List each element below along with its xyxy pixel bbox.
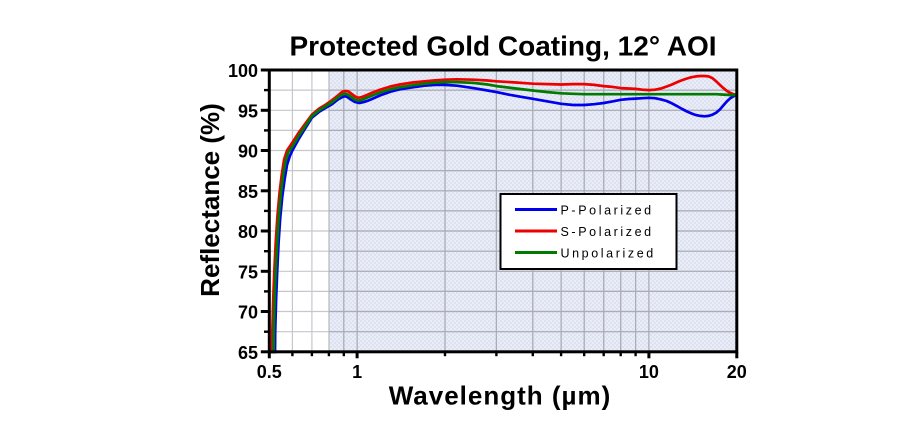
svg-text:90: 90 (238, 142, 258, 162)
svg-text:Unpolarized: Unpolarized (561, 246, 656, 260)
svg-text:100: 100 (228, 61, 258, 81)
svg-text:10: 10 (639, 362, 659, 382)
svg-text:70: 70 (238, 303, 258, 323)
svg-text:65: 65 (238, 343, 258, 363)
svg-text:S-Polarized: S-Polarized (561, 225, 654, 239)
svg-text:Wavelength (µm): Wavelength (µm) (389, 381, 612, 411)
svg-text:95: 95 (238, 101, 258, 121)
svg-text:Protected Gold Coating, 12° AO: Protected Gold Coating, 12° AOI (289, 31, 716, 62)
svg-text:P-Polarized: P-Polarized (561, 203, 654, 217)
svg-text:1: 1 (352, 362, 362, 382)
svg-text:80: 80 (238, 222, 258, 242)
svg-text:0.5: 0.5 (257, 362, 282, 382)
svg-text:75: 75 (238, 262, 258, 282)
svg-text:20: 20 (727, 362, 747, 382)
svg-text:Reflectance (%): Reflectance (%) (195, 103, 225, 297)
svg-text:85: 85 (238, 182, 258, 202)
